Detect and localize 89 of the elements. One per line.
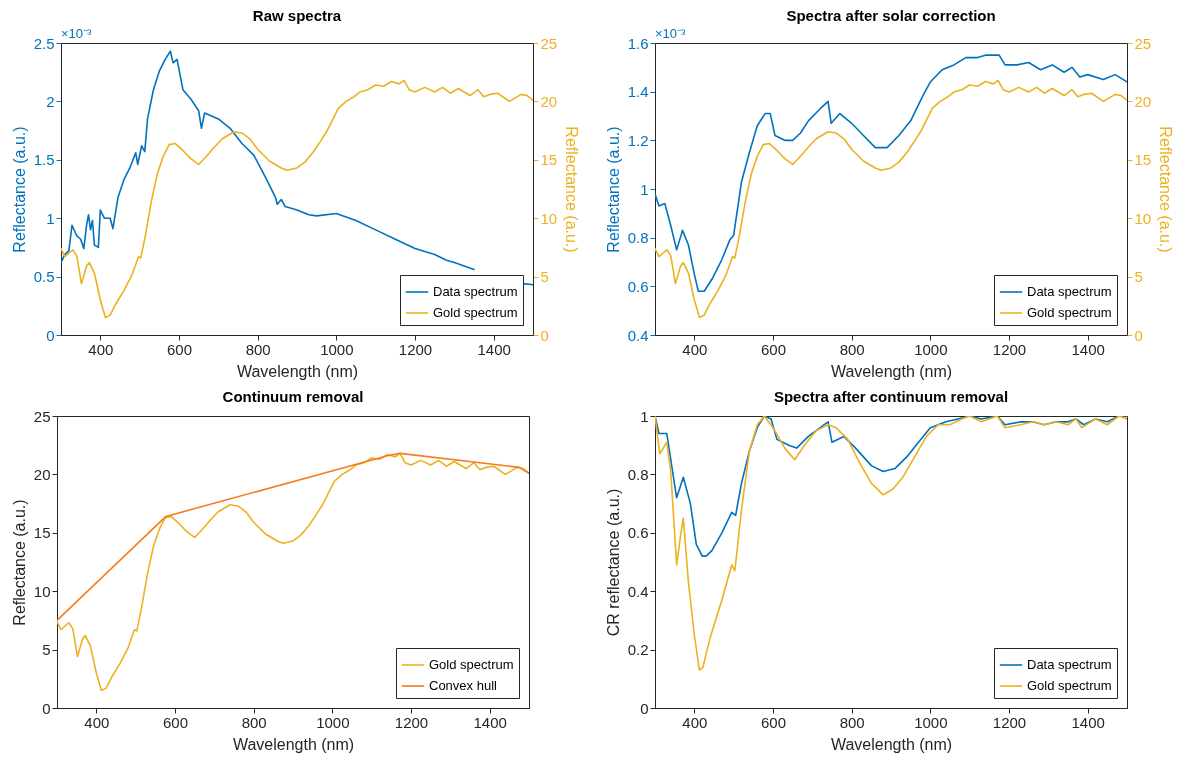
chart-title: Continuum removal bbox=[222, 388, 364, 405]
y-tick-label: 0.8 bbox=[627, 465, 649, 483]
x-tick-label: 400 bbox=[682, 340, 708, 358]
text: ×10⁻³ bbox=[61, 26, 93, 41]
y-tick-label: 0.4 bbox=[627, 582, 649, 600]
y-tick-label: 0 bbox=[42, 699, 51, 717]
x-tick-label: 1200 bbox=[992, 713, 1027, 731]
legend-label: Data spectrum bbox=[433, 284, 518, 299]
y-tick-label: 15 bbox=[33, 524, 51, 542]
y-tick-label: 0.8 bbox=[627, 229, 649, 247]
x-tick-label: 400 bbox=[88, 340, 114, 358]
y2-tick-label: 20 bbox=[1134, 92, 1152, 110]
y-tick-label: 5 bbox=[42, 641, 51, 659]
y-tick-label: 25 bbox=[33, 407, 51, 425]
y2-tick-label: 5 bbox=[1134, 268, 1143, 286]
y2-tick-label: 15 bbox=[540, 151, 558, 169]
y-tick-label: 0.4 bbox=[627, 326, 649, 344]
y-axis-title: Reflectance (a.u.) bbox=[10, 126, 28, 253]
y-tick-label: 0 bbox=[640, 699, 649, 717]
y-axis-title: Reflectance (a.u.) bbox=[604, 126, 622, 253]
line-series bbox=[655, 416, 1127, 671]
x-tick-label: 1200 bbox=[992, 340, 1027, 358]
y-tick-label: 1.4 bbox=[627, 83, 649, 101]
x-tick-label: 1400 bbox=[477, 340, 511, 358]
x-tick-label: 600 bbox=[760, 713, 787, 731]
x-tick-label: 1000 bbox=[320, 340, 354, 358]
y-tick-label: 0.5 bbox=[33, 268, 55, 286]
x-tick-label: 1200 bbox=[394, 713, 429, 731]
y-tick-label: 1 bbox=[640, 180, 649, 198]
y-tick-label: 1.5 bbox=[33, 151, 55, 169]
y-tick-label: 1 bbox=[640, 407, 649, 425]
y2-tick-label: 10 bbox=[1134, 209, 1152, 227]
y2-tick-label: 20 bbox=[540, 92, 558, 110]
y-axis-title: CR reflectance (a.u.) bbox=[604, 488, 622, 637]
y-tick-label: 1.6 bbox=[627, 34, 649, 52]
x-tick-label: 1000 bbox=[914, 713, 948, 731]
y-tick-label: 0.6 bbox=[627, 277, 649, 295]
y2-tick-label: 0 bbox=[1134, 326, 1143, 344]
x-tick-label: 1400 bbox=[473, 713, 507, 731]
y-tick-label: 10 bbox=[33, 582, 51, 600]
x-tick-label: 400 bbox=[682, 713, 708, 731]
y-tick-label: 0.2 bbox=[627, 641, 649, 659]
x-tick-label: 600 bbox=[760, 340, 787, 358]
chart-title: Spectra after continuum removal bbox=[773, 388, 1009, 405]
line-series bbox=[57, 452, 529, 692]
x-tick-label: 1400 bbox=[1071, 713, 1105, 731]
y-tick-label: 20 bbox=[33, 465, 51, 483]
legend-label: Data spectrum bbox=[1027, 657, 1112, 672]
x-tick-label: 800 bbox=[839, 340, 865, 358]
y2-axis-title: Reflectance (a.u.) bbox=[1157, 126, 1175, 253]
chart-title: Raw spectra bbox=[252, 7, 342, 24]
line-series bbox=[57, 452, 529, 622]
x-axis-title: Wavelength (nm) bbox=[830, 735, 953, 753]
legend-label: Gold spectrum bbox=[1027, 305, 1112, 320]
y2-tick-label: 10 bbox=[540, 209, 558, 227]
y2-tick-label: 25 bbox=[540, 34, 558, 52]
line-series bbox=[655, 416, 1127, 557]
y2-tick-label: 25 bbox=[1134, 34, 1152, 52]
x-axis-title: Wavelength (nm) bbox=[236, 362, 359, 380]
x-tick-label: 1400 bbox=[1071, 340, 1105, 358]
x-tick-label: 1000 bbox=[316, 713, 350, 731]
text: ×10⁻³ bbox=[655, 26, 687, 41]
y2-tick-label: 0 bbox=[540, 326, 549, 344]
x-tick-label: 400 bbox=[84, 713, 110, 731]
legend-label: Gold spectrum bbox=[429, 657, 514, 672]
x-tick-label: 600 bbox=[162, 713, 189, 731]
x-tick-label: 800 bbox=[241, 713, 267, 731]
x-tick-label: 1200 bbox=[398, 340, 433, 358]
y-tick-label: 2 bbox=[46, 92, 55, 110]
y2-axis-title: Reflectance (a.u.) bbox=[563, 126, 581, 253]
legend-label: Data spectrum bbox=[1027, 284, 1112, 299]
x-tick-label: 1000 bbox=[914, 340, 948, 358]
y2-tick-label: 15 bbox=[1134, 151, 1152, 169]
legend-label: Convex hull bbox=[429, 678, 498, 693]
x-axis-title: Wavelength (nm) bbox=[830, 362, 953, 380]
y-tick-label: 2.5 bbox=[33, 34, 55, 52]
chart-title: Spectra after solar correction bbox=[786, 7, 996, 24]
legend-label: Gold spectrum bbox=[433, 305, 518, 320]
x-tick-label: 800 bbox=[839, 713, 865, 731]
y-tick-label: 1 bbox=[46, 209, 55, 227]
y2-tick-label: 5 bbox=[540, 268, 549, 286]
y-tick-label: 0.6 bbox=[627, 524, 649, 542]
x-tick-label: 800 bbox=[245, 340, 271, 358]
y-tick-label: 0 bbox=[46, 326, 55, 344]
x-axis-title: Wavelength (nm) bbox=[232, 735, 355, 753]
legend-label: Gold spectrum bbox=[1027, 678, 1112, 693]
x-tick-label: 600 bbox=[166, 340, 193, 358]
y-axis-title: Reflectance (a.u.) bbox=[10, 499, 28, 626]
y-tick-label: 1.2 bbox=[627, 131, 649, 149]
